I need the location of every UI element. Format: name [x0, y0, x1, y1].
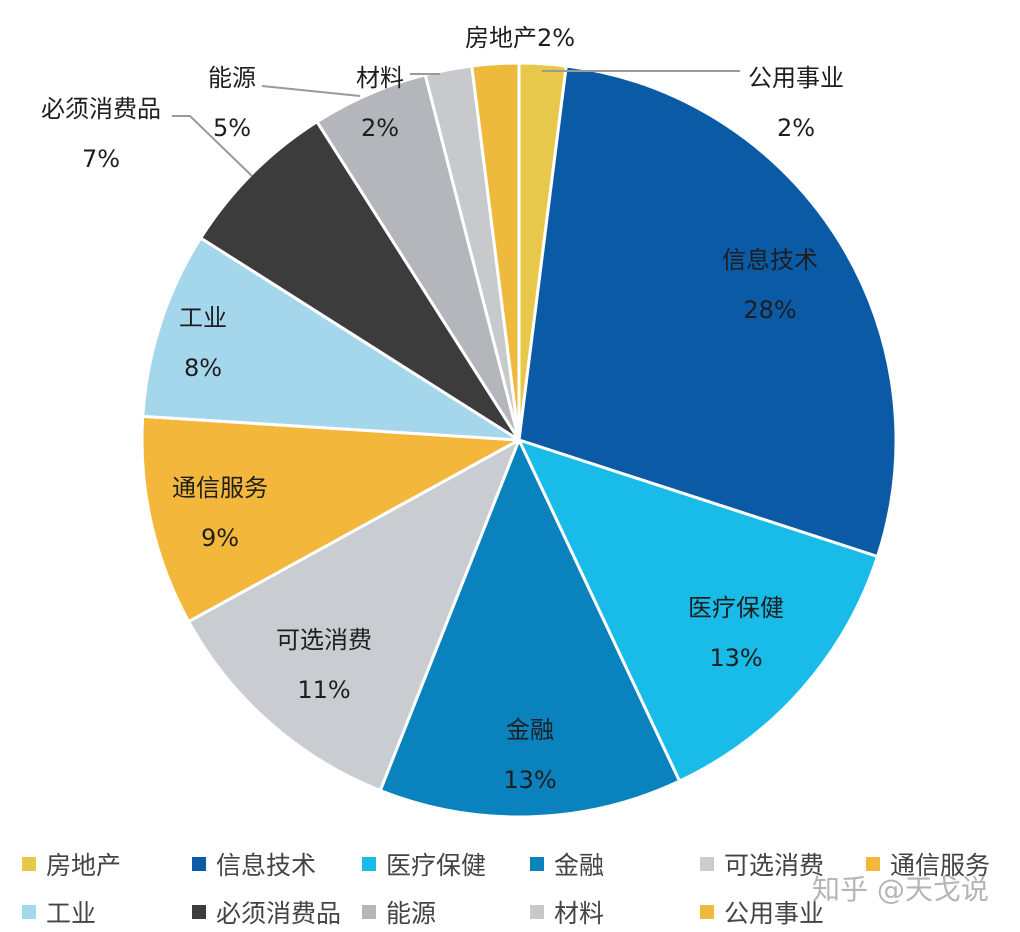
label-staples-pct: 7% — [81, 145, 121, 173]
label-staples: 必须消费品 7% — [30, 97, 172, 171]
pie-slice — [140, 414, 521, 624]
label-health-name: 医疗保健 — [688, 594, 784, 622]
legend-item-utilities: 公用事业 — [700, 894, 824, 930]
label-realestate: 房地产2% — [440, 26, 600, 50]
label-fin-pct: 13% — [503, 766, 557, 794]
legend-label: 公用事业 — [724, 899, 825, 928]
legend-item-staples: 必须消费品 — [192, 894, 341, 930]
pie-slices — [140, 61, 898, 819]
legend-swatch — [22, 857, 36, 871]
legend-item-health: 医疗保健 — [362, 846, 486, 882]
legend-swatch — [530, 905, 544, 919]
label-ind-pct: 8% — [183, 354, 223, 382]
label-utilities-name: 公用事业 — [748, 64, 844, 92]
legend-swatch — [700, 905, 714, 919]
chart-legend: 房地产 信息技术 医疗保健 金融 可选消费 通信服务 工业 必须消费品 能源 材… — [0, 838, 1020, 932]
pie-chart — [140, 61, 898, 819]
legend-item-it: 信息技术 — [192, 846, 316, 882]
legend-label: 信息技术 — [216, 851, 317, 880]
legend-swatch — [866, 857, 880, 871]
pie-slice — [187, 438, 521, 793]
pie-slice — [517, 64, 898, 558]
label-it: 信息技术 28% — [700, 248, 840, 322]
leader-lines — [172, 70, 740, 177]
legend-label: 工业 — [46, 899, 97, 928]
label-staples-name: 必须消费品 — [41, 95, 161, 123]
label-fin: 金融 13% — [460, 718, 600, 792]
legend-item-comm: 通信服务 — [866, 846, 990, 882]
legend-swatch — [530, 857, 544, 871]
label-comm: 通信服务 9% — [150, 476, 290, 550]
legend-swatch — [362, 857, 376, 871]
legend-label: 能源 — [386, 899, 437, 928]
legend-swatch — [362, 905, 376, 919]
label-it-pct: 28% — [743, 296, 797, 324]
legend-swatch — [192, 857, 206, 871]
legend-label: 通信服务 — [890, 851, 991, 880]
label-health-pct: 13% — [709, 644, 763, 672]
legend-label: 材料 — [554, 899, 605, 928]
pie-slice — [141, 236, 521, 442]
legend-item-ind: 工业 — [22, 894, 96, 930]
label-energy-pct: 5% — [212, 114, 252, 142]
legend-label: 必须消费品 — [216, 899, 342, 928]
leader-line-staples — [172, 115, 253, 177]
legend-swatch — [22, 905, 36, 919]
legend-swatch — [700, 857, 714, 871]
label-comm-pct: 9% — [200, 524, 240, 552]
label-energy-name: 能源 — [208, 64, 256, 92]
leader-line-energy — [261, 85, 361, 97]
label-it-name: 信息技术 — [722, 246, 818, 274]
pie-slice — [378, 438, 682, 819]
legend-label: 医疗保健 — [386, 851, 487, 880]
watermark: 知乎 @天戈说 — [812, 873, 989, 906]
legend-swatch — [192, 905, 206, 919]
label-materials-name: 材料 — [356, 64, 404, 92]
label-comm-name: 通信服务 — [172, 474, 268, 502]
label-materials: 材料 2% — [344, 66, 416, 140]
label-cons-disc-pct: 11% — [297, 676, 351, 704]
label-cons-disc: 可选消费 11% — [254, 628, 394, 702]
label-cons-disc-name: 可选消费 — [276, 626, 372, 654]
label-ind: 工业 8% — [153, 306, 253, 380]
label-utilities: 公用事业 2% — [738, 66, 854, 140]
label-realestate-text: 房地产2% — [464, 24, 576, 52]
label-ind-name: 工业 — [179, 304, 227, 332]
label-energy: 能源 5% — [196, 66, 268, 140]
pie-slice — [517, 438, 880, 783]
legend-item-energy: 能源 — [362, 894, 436, 930]
label-utilities-pct: 2% — [776, 114, 816, 142]
legend-item-materials: 材料 — [530, 894, 604, 930]
label-health: 医疗保健 13% — [666, 596, 806, 670]
legend-label: 房地产 — [46, 851, 122, 880]
label-fin-name: 金融 — [506, 716, 554, 744]
pie-slice — [470, 61, 521, 442]
pie-slice — [199, 120, 521, 442]
legend-label: 金融 — [554, 851, 605, 880]
legend-label: 可选消费 — [724, 851, 825, 880]
legend-item-cons-disc: 可选消费 — [700, 846, 824, 882]
legend-item-realestate: 房地产 — [22, 846, 121, 882]
legend-item-fin: 金融 — [530, 846, 604, 882]
label-materials-pct: 2% — [360, 114, 400, 142]
